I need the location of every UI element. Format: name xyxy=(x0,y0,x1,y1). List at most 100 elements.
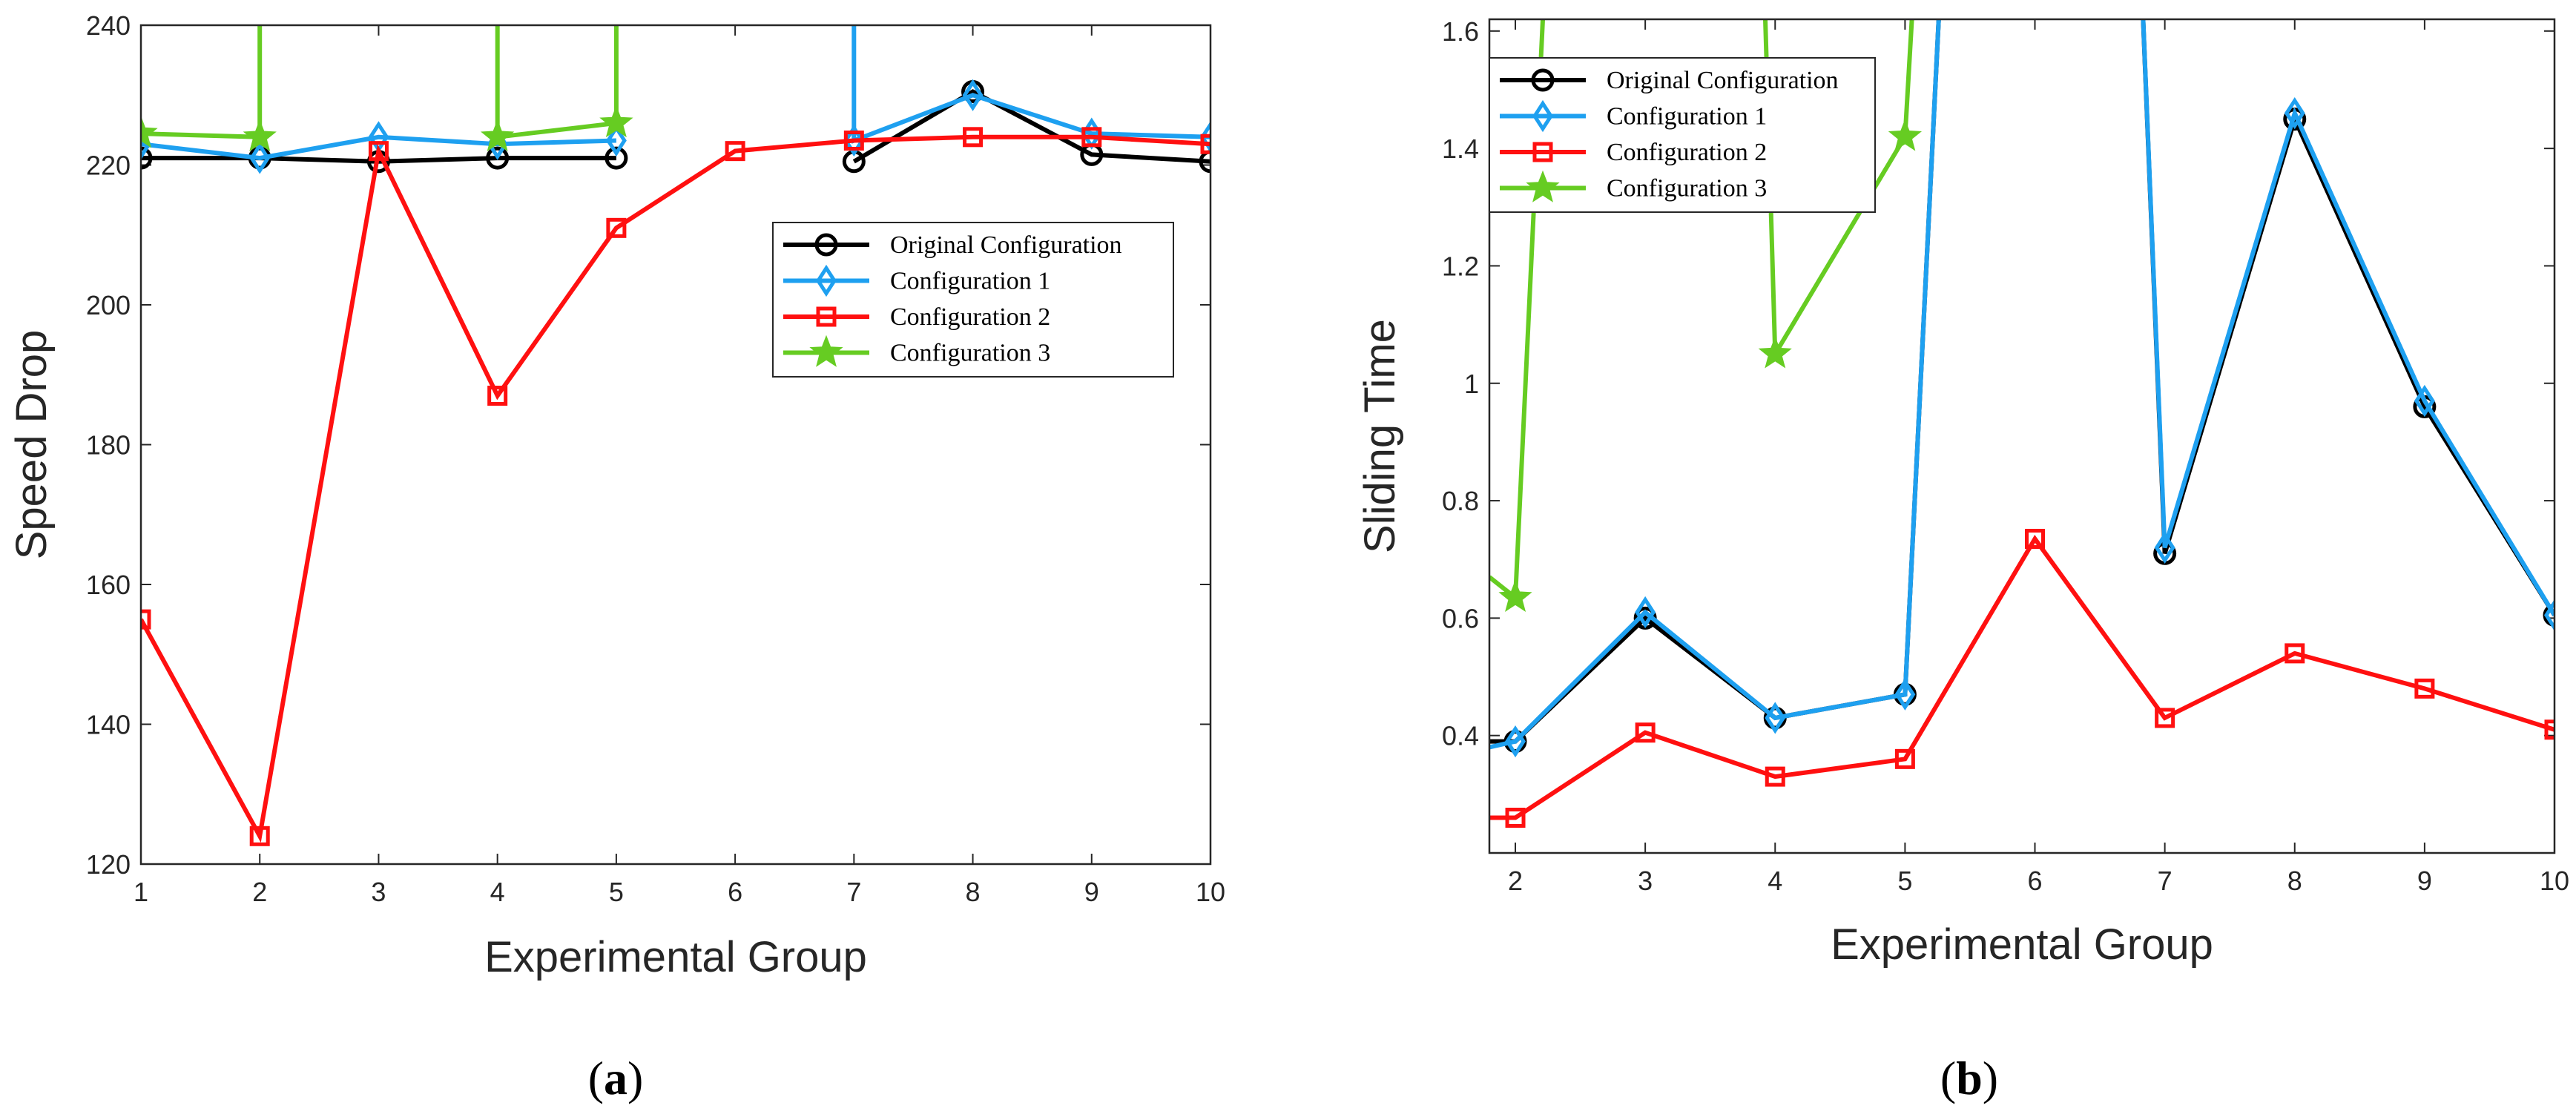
data-point-a-configuration-2 xyxy=(1200,134,1210,154)
data-point-b-configuration-1 xyxy=(2544,599,2554,632)
data-point-b-configuration-2 xyxy=(2025,529,2046,550)
x-tick-label-b: 6 xyxy=(2027,866,2042,896)
data-point-a-configuration-1 xyxy=(605,124,627,157)
data-point-b-configuration-2 xyxy=(2285,643,2305,664)
x-tick-label-a: 10 xyxy=(1196,877,1225,907)
y-tick-label-b: 1.2 xyxy=(1442,251,1479,281)
y-tick-label-a: 200 xyxy=(86,290,131,320)
data-point-b-configuration-3 xyxy=(1888,119,1923,151)
legend-label-b-original-configuration: Original Configuration xyxy=(1607,67,1839,94)
x-tick-label-a: 9 xyxy=(1084,877,1099,907)
data-point-b-configuration-1 xyxy=(1505,725,1526,758)
data-point-b-configuration-2 xyxy=(2155,708,2175,728)
x-tick-label-b: 4 xyxy=(1768,866,1782,896)
data-point-a-configuration-3 xyxy=(243,119,277,152)
data-point-b-configuration-2 xyxy=(2544,719,2554,740)
x-tick-label-b: 10 xyxy=(2540,866,2569,896)
data-point-b-configuration-2 xyxy=(1635,722,1656,743)
data-point-a-original-configuration xyxy=(605,146,628,170)
legend-marker-a-configuration-1 xyxy=(816,264,837,297)
data-point-b-configuration-3 xyxy=(1758,336,1792,369)
data-point-a-configuration-2 xyxy=(725,141,745,162)
x-tick-label-b: 3 xyxy=(1638,866,1653,896)
y-tick-label-a: 220 xyxy=(86,151,131,181)
data-point-a-configuration-1 xyxy=(843,124,865,157)
legend-marker-a-configuration-3 xyxy=(809,335,843,367)
panel-label-a: (a) xyxy=(588,1052,644,1104)
data-point-a-configuration-2 xyxy=(141,609,151,630)
x-tick-label-b: 9 xyxy=(2417,866,2432,896)
data-point-b-configuration-1 xyxy=(2154,531,2175,564)
y-tick-label-a: 160 xyxy=(86,570,131,600)
data-point-b-configuration-2 xyxy=(1765,766,1785,787)
data-point-a-configuration-3 xyxy=(141,116,158,148)
chart-panel-b: 2 3 4 5 6 7 8 9 10 0.4 0.6 0.8 1 1.2 1.4 1.6 Experimenta… xyxy=(1356,16,2569,1104)
series-line-a-configuration-1 xyxy=(851,25,1210,144)
data-point-a-original-configuration xyxy=(486,146,510,170)
data-point-a-configuration-3 xyxy=(599,105,633,138)
data-point-a-configuration-2 xyxy=(606,217,627,238)
y-tick-label-b: 1.6 xyxy=(1442,16,1479,47)
legend-label-b-configuration-2: Configuration 2 xyxy=(1607,139,1767,166)
series-line-a-configuration-1 xyxy=(141,134,616,161)
data-point-a-configuration-2 xyxy=(368,141,389,162)
x-tick-label-a: 6 xyxy=(728,877,742,907)
x-tick-label-b: 8 xyxy=(2287,866,2302,896)
y-tick-label-a: 140 xyxy=(86,710,131,740)
legend-marker-a-original-configuration xyxy=(814,233,838,257)
x-tick-label-a: 1 xyxy=(134,877,148,907)
axes-frame-b xyxy=(1488,18,2556,854)
y-tick-label-b: 1 xyxy=(1464,369,1479,399)
series-line-b-configuration-2 xyxy=(1489,535,2554,820)
y-tick-label-a: 240 xyxy=(86,10,131,41)
data-point-b-configuration-1 xyxy=(1765,702,1786,734)
x-tick-label-a: 8 xyxy=(966,877,981,907)
series-line-a-configuration-3 xyxy=(495,25,619,140)
data-point-a-original-configuration xyxy=(141,146,153,170)
series-line-b-configuration-1 xyxy=(1489,19,1941,750)
data-point-a-configuration-1 xyxy=(962,79,984,111)
x-tick-label-b: 2 xyxy=(1508,866,1523,896)
data-point-a-configuration-3 xyxy=(481,119,515,152)
x-axis-label-b: Experimental Group xyxy=(1831,920,2213,969)
legend-label-a-configuration-3: Configuration 3 xyxy=(890,340,1050,367)
legend-label-a-configuration-1: Configuration 1 xyxy=(890,268,1050,295)
y-tick-label-b: 1.4 xyxy=(1442,134,1479,164)
series-line-b-configuration-1 xyxy=(2141,19,2554,616)
x-tick-label-a: 7 xyxy=(846,877,861,907)
legend-marker-b-configuration-3 xyxy=(1526,170,1560,202)
data-point-a-configuration-2 xyxy=(249,826,270,846)
data-point-a-configuration-2 xyxy=(1081,127,1102,148)
legend-label-b-configuration-1: Configuration 1 xyxy=(1607,103,1767,131)
y-tick-label-a: 120 xyxy=(86,849,131,880)
y-tick-label-b: 0.4 xyxy=(1442,721,1479,751)
data-point-a-original-configuration xyxy=(1199,150,1210,174)
x-tick-label-a: 2 xyxy=(252,877,267,907)
panel-label-b: (b) xyxy=(1940,1052,1998,1104)
x-tick-label-a: 5 xyxy=(609,877,624,907)
data-point-a-configuration-2 xyxy=(963,127,984,148)
series-line-a-original-configuration xyxy=(852,89,1210,164)
data-point-b-configuration-2 xyxy=(1894,748,1915,769)
plot-area-a xyxy=(141,25,1210,864)
x-tick-label-b: 5 xyxy=(1897,866,1912,896)
y-axis-label-a: Speed Drop xyxy=(7,330,56,560)
y-tick-label-a: 180 xyxy=(86,430,131,461)
data-point-a-configuration-1 xyxy=(249,142,271,174)
series-line-a-configuration-2 xyxy=(141,134,1210,843)
legend-label-a-configuration-2: Configuration 2 xyxy=(890,303,1050,331)
y-tick-label-b: 0.6 xyxy=(1442,603,1479,633)
data-point-a-configuration-1 xyxy=(1200,121,1210,154)
legend-marker-b-configuration-1 xyxy=(1532,99,1553,133)
legend-marker-b-configuration-2 xyxy=(1532,142,1553,162)
legend-b: Original Configuration Configuration 1 Con… xyxy=(1489,57,1876,213)
series-group-a xyxy=(141,25,1210,846)
legend-a: Original Configuration Configuration 1 Con… xyxy=(772,222,1174,378)
data-point-b-configuration-2 xyxy=(2414,678,2435,699)
y-tick-label-b: 0.8 xyxy=(1442,486,1479,516)
chart-panel-a: 1 2 3 4 5 6 7 8 9 10 120 140 160 180 200 220 240 Experime… xyxy=(7,10,1225,1104)
data-point-b-configuration-1 xyxy=(2414,384,2435,418)
data-point-b-configuration-1 xyxy=(2284,97,2305,130)
data-point-b-configuration-2 xyxy=(1505,808,1526,828)
